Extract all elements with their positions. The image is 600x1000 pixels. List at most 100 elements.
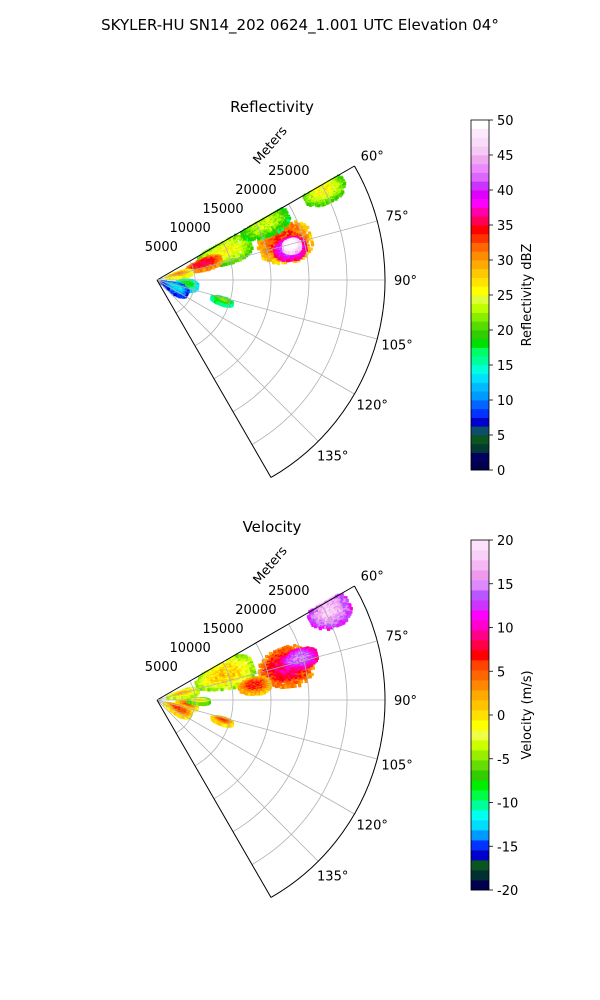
colorbar-swatch: [471, 435, 489, 445]
colorbar-swatch: [471, 630, 489, 641]
grid-spoke: [156, 640, 378, 701]
echo-region: [210, 715, 235, 728]
colorbar-tick-label: 5: [497, 665, 505, 680]
colorbar-tick-label: 40: [497, 184, 514, 199]
colorbar-swatch: [471, 443, 489, 453]
panel-title: Reflectivity: [230, 98, 314, 116]
colorbar-tick-label: 10: [497, 394, 514, 409]
colorbar-swatch: [471, 670, 489, 681]
theta-tick-label: 135°: [317, 870, 348, 885]
colorbar-swatch: [471, 560, 489, 571]
colorbar-swatch: [471, 277, 489, 287]
colorbar-swatch: [471, 870, 489, 881]
sector-edge: [156, 699, 272, 898]
theta-tick-label: 75°: [386, 210, 409, 225]
theta-tick-label: 90°: [394, 274, 417, 289]
colorbar-swatch: [471, 760, 489, 771]
colorbar-swatch: [471, 590, 489, 601]
radial-tick-label: 20000: [235, 603, 276, 618]
radar-panel-reflectivity: Reflectivity60°75°90°105°120°135°5000100…: [145, 98, 535, 479]
colorbar-swatch: [471, 570, 489, 581]
theta-tick-label: 135°: [317, 450, 348, 465]
colorbar-swatch: [471, 312, 489, 322]
colorbar-swatch: [471, 338, 489, 348]
colorbar-swatch: [471, 295, 489, 305]
colorbar-swatch: [471, 700, 489, 711]
radar-panel-velocity: Velocity 60° 75° 90° 105° 120° 135° 5000 10000 15…: [145, 518, 535, 899]
colorbar-swatch: [471, 233, 489, 243]
radial-axis-label: Meters: [251, 544, 291, 588]
theta-tick-label: 120°: [357, 398, 388, 413]
colorbar-swatch: [471, 155, 489, 165]
radial-tick-label: 15000: [202, 622, 243, 637]
colorbar-tick-label: 15: [497, 578, 514, 593]
echo-region: [163, 701, 193, 720]
colorbar-swatch: [471, 198, 489, 208]
grid-spoke: [156, 279, 355, 395]
colorbar-swatch: [471, 146, 489, 156]
colorbar-swatch: [471, 660, 489, 671]
radial-tick-label: 15000: [202, 202, 243, 217]
theta-tick-label: 120°: [357, 818, 388, 833]
radial-tick-label: 5000: [145, 660, 178, 675]
colorbar-label: Reflectivity dBZ: [520, 244, 535, 347]
colorbar-tick-label: 5: [497, 429, 505, 444]
sector-outer-arc: [270, 165, 386, 478]
colorbar-swatch: [471, 190, 489, 200]
colorbar-swatch: [471, 820, 489, 831]
echo-region: [306, 593, 353, 631]
panel-title: Velocity: [243, 518, 302, 536]
colorbar-swatch: [471, 620, 489, 631]
sector-edge: [156, 585, 355, 701]
sector-edge: [156, 165, 355, 281]
colorbar-swatch: [471, 408, 489, 418]
colorbar-swatch: [471, 610, 489, 621]
colorbar-swatch: [471, 710, 489, 721]
colorbar-swatch: [471, 207, 489, 217]
grid-spoke: [156, 279, 319, 442]
colorbar-swatch: [471, 461, 489, 471]
echo-region: [240, 207, 292, 242]
echo-region: [302, 174, 347, 208]
radial-axis-label: Meters: [251, 124, 291, 168]
grid-spoke: [156, 279, 378, 340]
colorbar-swatch: [471, 750, 489, 761]
colorbar-swatch: [471, 181, 489, 191]
radial-tick-label: 25000: [268, 584, 309, 599]
colorbar-tick-label: 10: [497, 622, 514, 637]
colorbar-tick-label: 20: [497, 324, 514, 339]
colorbar-swatch: [471, 780, 489, 791]
colorbar-swatch: [471, 382, 489, 392]
figure-title: SKYLER-HU SN14_202 0624_1.001 UTC Elevat…: [101, 16, 499, 34]
colorbar-swatch: [471, 640, 489, 651]
colorbar-swatch: [471, 400, 489, 410]
colorbar-swatch: [471, 163, 489, 173]
colorbar-swatch: [471, 830, 489, 841]
colorbar-swatch: [471, 850, 489, 861]
colorbar-swatch: [471, 580, 489, 591]
colorbar-swatch: [471, 347, 489, 357]
theta-tick-label: 105°: [381, 758, 412, 773]
colorbar-swatch: [471, 540, 489, 551]
echo-region: [210, 295, 235, 308]
colorbar-swatch: [471, 128, 489, 138]
colorbar-tick-label: 35: [497, 219, 514, 234]
colorbar-swatch: [471, 137, 489, 147]
theta-tick-label: 75°: [386, 630, 409, 645]
grid-spoke: [156, 699, 355, 815]
colorbar-tick-label: 0: [497, 709, 505, 724]
colorbar-swatch: [471, 800, 489, 811]
colorbar-swatch: [471, 600, 489, 611]
colorbar-swatch: [471, 391, 489, 401]
colorbar-swatch: [471, 690, 489, 701]
colorbar-swatch: [471, 268, 489, 278]
grid-spoke: [156, 220, 378, 281]
colorbar-label: Velocity (m/s): [520, 670, 535, 759]
radial-tick-label: 10000: [169, 221, 210, 236]
colorbar-tick-label: -5: [497, 753, 510, 768]
colorbar-swatch: [471, 880, 489, 891]
colorbar-tick-label: 25: [497, 289, 514, 304]
colorbar-swatch: [471, 417, 489, 427]
colorbar-swatch: [471, 720, 489, 731]
